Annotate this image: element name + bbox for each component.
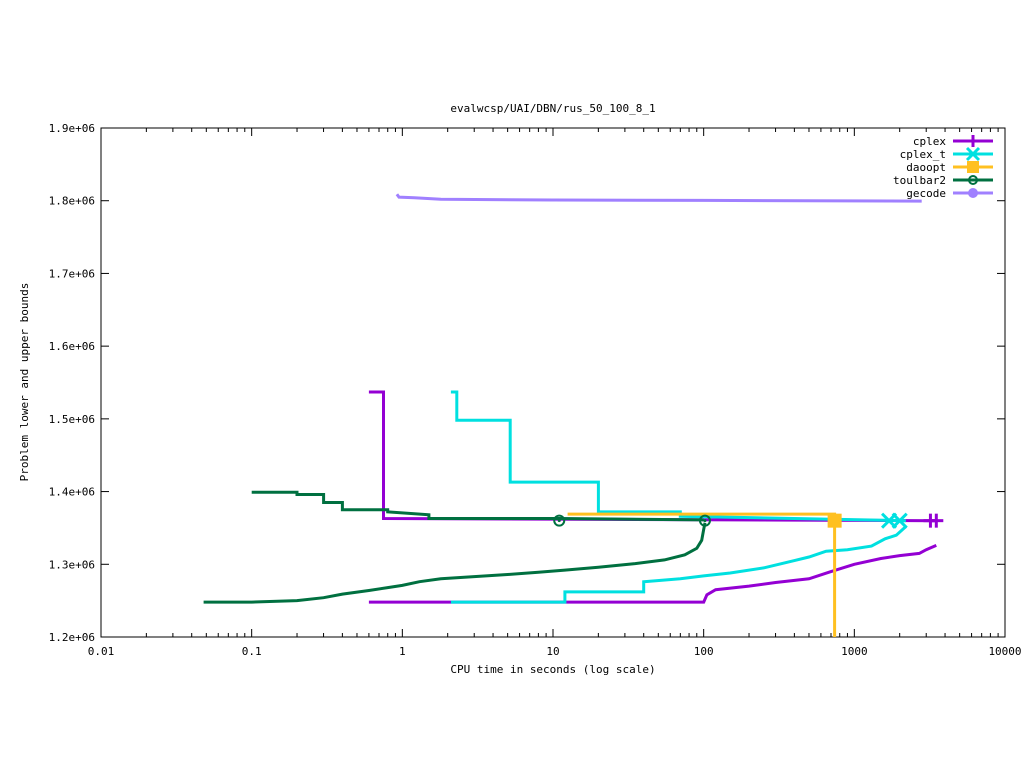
marker-shape <box>553 514 566 527</box>
legend-label: cplex <box>913 135 946 148</box>
series-layer <box>203 193 944 637</box>
legend-marker <box>967 135 979 147</box>
series-marker <box>698 514 711 527</box>
marker-shape <box>698 514 711 527</box>
series-line-lower <box>450 525 907 604</box>
marker-shape <box>557 519 561 523</box>
x-tick-label: 0.1 <box>242 645 262 658</box>
legend-marker <box>968 188 978 198</box>
series-line-upper <box>251 490 704 522</box>
x-tick-label: 100 <box>694 645 714 658</box>
chart-title: evalwcsp/UAI/DBN/rus_50_100_8_1 <box>450 102 655 115</box>
series-marker <box>891 512 908 529</box>
x-tick-label: 10 <box>546 645 559 658</box>
series-marker <box>827 513 842 528</box>
series-marker <box>929 513 944 528</box>
y-tick-label: 1.4e+06 <box>49 486 95 499</box>
marker-shape <box>967 161 979 173</box>
axes: 0.01 0.1 1 10 100 1000 10000 1.2e+06 1.3e+06 1.4e… <box>49 122 1022 658</box>
series-line-lower <box>203 522 707 604</box>
legend-label: gecode <box>906 187 946 200</box>
series-line-upper <box>395 193 922 203</box>
legend-marker <box>965 146 981 162</box>
y-axis-label: Problem lower and upper bounds <box>18 283 31 482</box>
legend-marker <box>967 161 979 173</box>
series-marker <box>553 514 566 527</box>
legend-label: daoopt <box>906 161 946 174</box>
series-line-lower <box>368 544 937 604</box>
series-toulbar2 <box>203 490 711 604</box>
marker-shape <box>971 178 975 182</box>
y-tick-label: 1.2e+06 <box>49 631 95 644</box>
x-tick-label: 10000 <box>988 645 1021 658</box>
y-tick-label: 1.5e+06 <box>49 413 95 426</box>
legend-label: cplex_t <box>900 148 946 161</box>
x-tick-label: 1000 <box>841 645 868 658</box>
x-axis-label: CPU time in seconds (log scale) <box>450 663 655 676</box>
legend-marker <box>968 175 978 185</box>
series-daoopt <box>567 512 842 637</box>
y-tick-label: 1.8e+06 <box>49 195 95 208</box>
y-tick-label: 1.3e+06 <box>49 558 95 571</box>
marker-stroke <box>965 146 981 162</box>
y-tick-label: 1.6e+06 <box>49 340 95 353</box>
series-line-upper <box>368 390 937 523</box>
marker-stroke <box>891 512 908 529</box>
marker-shape <box>968 175 978 185</box>
series-gecode <box>395 193 922 203</box>
series-line-upper <box>450 390 906 523</box>
y-tick-label: 1.9e+06 <box>49 122 95 135</box>
marker-shape <box>703 519 707 523</box>
series-cplex <box>368 390 944 604</box>
x-tick-label: 1 <box>399 645 406 658</box>
marker-shape <box>968 188 978 198</box>
y-tick-label: 1.7e+06 <box>49 267 95 280</box>
legend-label: toulbar2 <box>893 174 946 187</box>
marker-shape <box>827 513 842 528</box>
x-tick-label: 0.01 <box>88 645 115 658</box>
